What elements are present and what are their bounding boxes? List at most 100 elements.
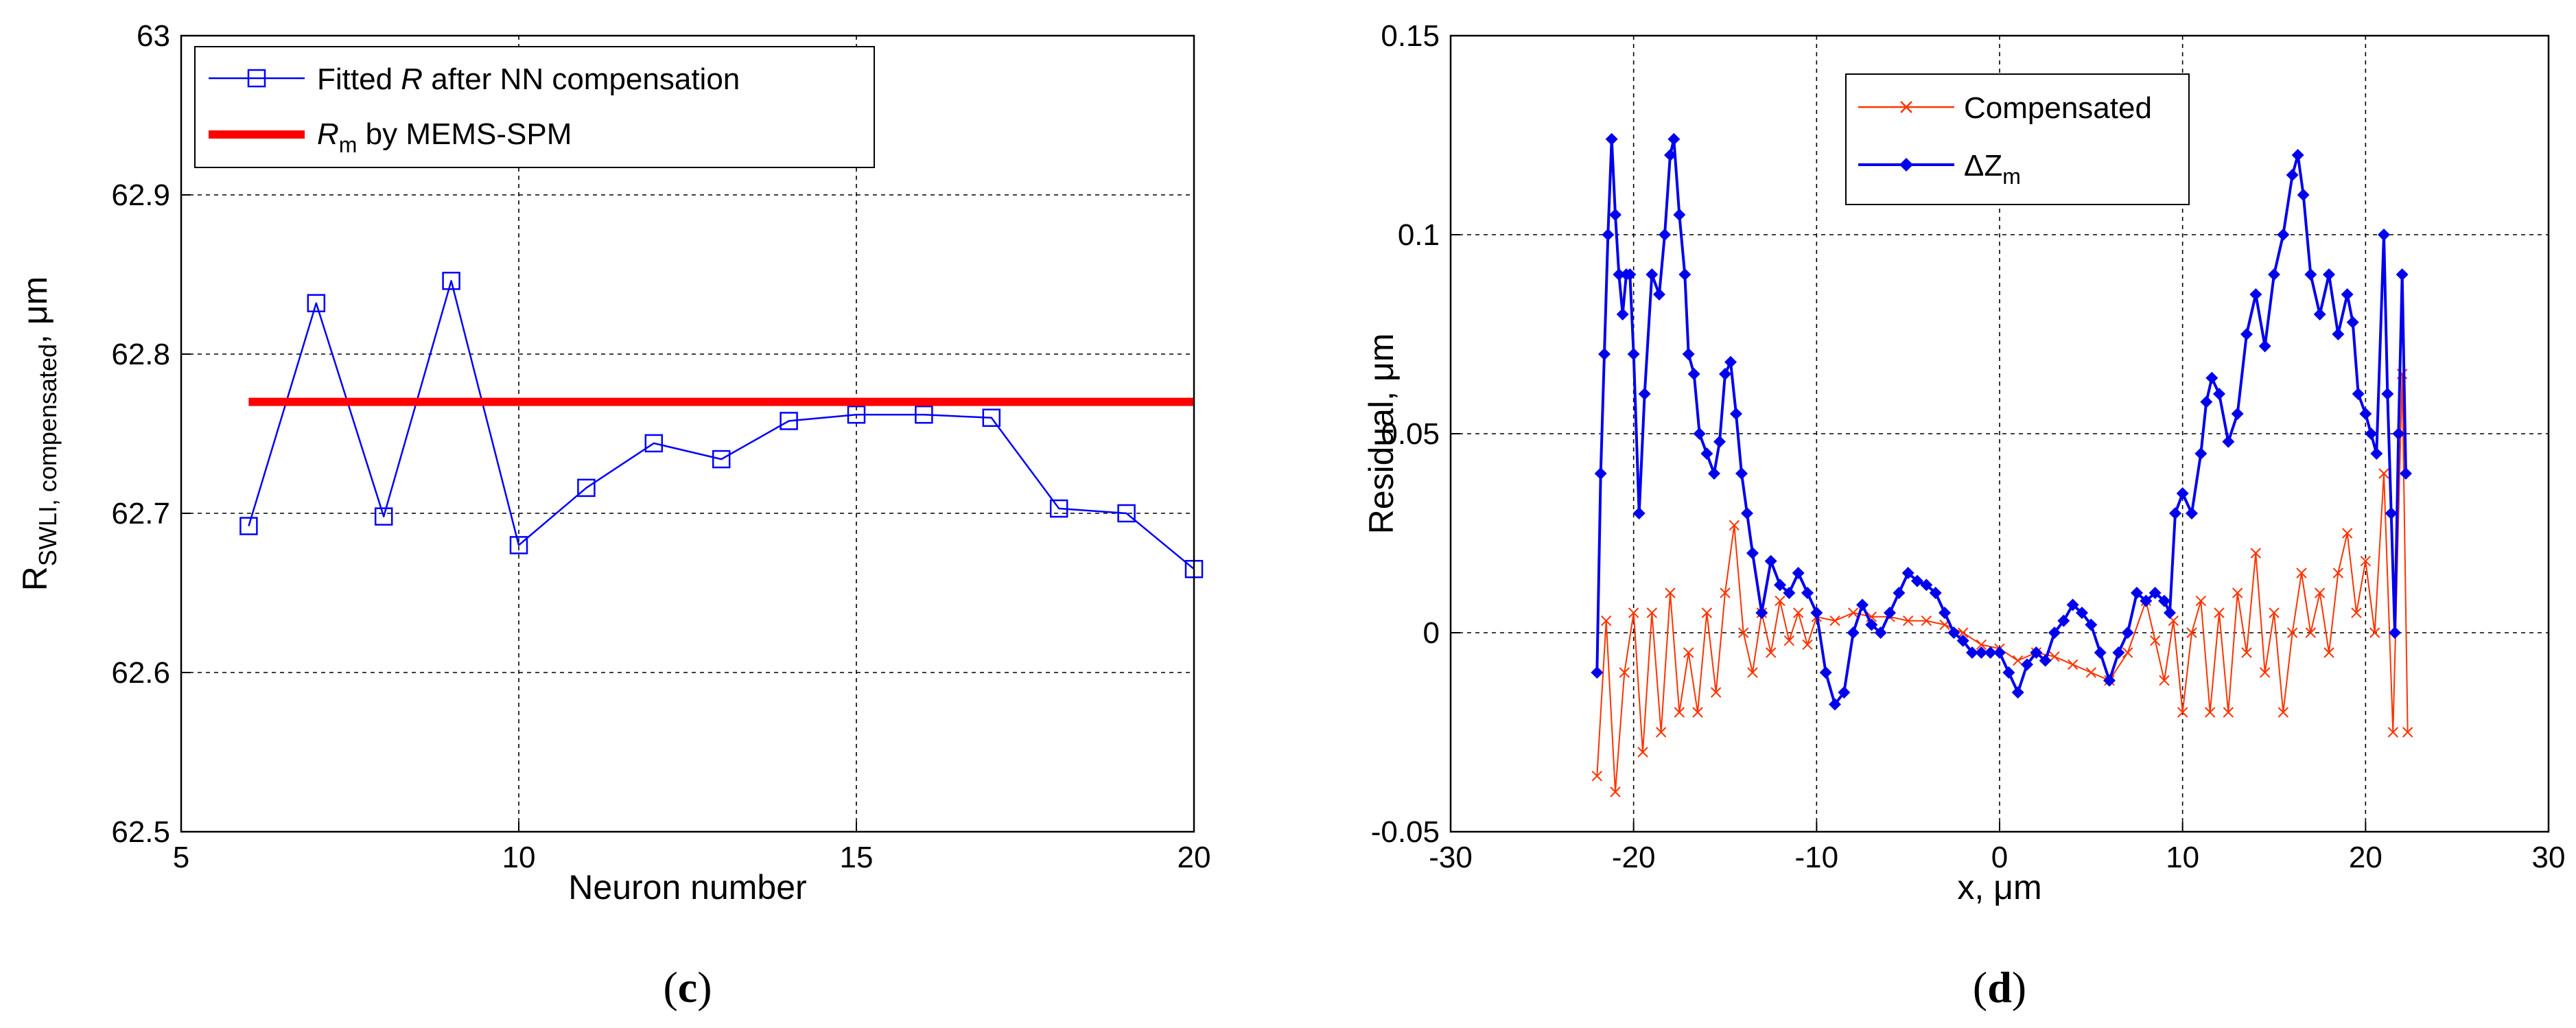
panel-label-c-open: ( — [663, 963, 677, 1012]
data-point — [1993, 646, 2006, 659]
series-line — [248, 280, 1195, 570]
data-point — [2352, 388, 2365, 400]
legend-label-fitted-post: after NN compensation — [423, 62, 740, 96]
data-point — [1646, 268, 1659, 281]
series-0 — [239, 272, 1204, 579]
data-point — [2365, 428, 2378, 440]
data-point — [2076, 607, 2088, 619]
data-point — [1902, 615, 1914, 627]
data-point — [1674, 707, 1685, 718]
data-point — [2389, 627, 2401, 639]
data-point — [1682, 348, 1695, 360]
data-point — [1624, 268, 1637, 281]
legend-label-deltaz: ΔZm — [1964, 149, 2021, 189]
y-tick-label: 62.5 — [111, 815, 170, 849]
x-tick-labels: -30 -20 -10 0 10 20 30 — [1429, 841, 2565, 874]
data-point — [2370, 447, 2383, 460]
data-point — [1627, 348, 1640, 360]
data-point — [1665, 587, 1676, 598]
data-point — [2194, 447, 2208, 460]
data-point — [1847, 627, 1860, 639]
legend-label-reference: Rm by MEMS-SPM — [317, 117, 572, 157]
data-point — [2385, 507, 2398, 519]
data-point — [2030, 646, 2043, 659]
data-point — [1594, 467, 1607, 480]
data-point — [509, 536, 528, 554]
x-tick-label: 0 — [1991, 841, 2008, 874]
data-point — [2402, 727, 2413, 738]
data-point — [1720, 587, 1731, 598]
legend: Fitted R after NN compensation Rm by MEM… — [194, 46, 875, 168]
data-point — [2213, 388, 2225, 400]
data-point — [1984, 646, 1997, 659]
legend-label-compensated: Compensated — [1964, 91, 2152, 125]
data-point — [2002, 666, 2015, 679]
panel-label-c-close: ) — [697, 963, 712, 1012]
data-point — [1616, 308, 1629, 320]
data-point — [1729, 519, 1740, 531]
data-point — [1646, 607, 1658, 618]
data-point — [2140, 594, 2153, 607]
data-point — [2269, 607, 2280, 618]
data-point — [2268, 268, 2280, 281]
data-point — [1829, 615, 1840, 627]
data-point — [1610, 786, 1621, 797]
data-point — [1774, 579, 1786, 592]
data-point — [2121, 627, 2134, 639]
legend-label-reference-var: R — [317, 117, 339, 151]
data-point — [1049, 499, 1068, 518]
data-point — [2012, 655, 2024, 666]
data-point — [2131, 587, 2143, 599]
series-line — [1596, 373, 2409, 793]
data-point — [2057, 614, 2070, 627]
data-point — [2049, 651, 2060, 662]
data-point — [2341, 288, 2354, 301]
data-point — [2313, 308, 2326, 320]
y-tick-labels: -0.05 0 0.05 0.1 0.15 — [1371, 19, 1440, 849]
plot-frame — [1449, 34, 2550, 833]
data-point — [2122, 647, 2133, 658]
data-point — [2291, 149, 2304, 161]
data-point — [1735, 467, 1748, 480]
data-point — [2186, 627, 2197, 638]
data-point — [2205, 371, 2218, 384]
y-axis-label: RSWLI, compensated, μm — [16, 277, 62, 592]
data-point — [1783, 635, 1795, 646]
data-point — [1692, 707, 1703, 718]
data-point — [1956, 634, 1969, 647]
data-point — [2195, 595, 2207, 607]
y-axis-label-unit: , μm — [16, 277, 54, 344]
data-point — [1724, 355, 1737, 369]
data-point — [2369, 627, 2380, 638]
data-point — [2378, 229, 2390, 241]
data-point — [1929, 587, 1942, 599]
data-point — [1783, 587, 1796, 599]
data-point — [1653, 288, 1665, 301]
data-point — [1775, 595, 1785, 607]
x-tick-label: -10 — [1795, 841, 1839, 874]
x-tick-label: 15 — [840, 841, 874, 874]
data-point — [2278, 707, 2289, 718]
data-point — [1874, 627, 1887, 639]
data-point — [2314, 587, 2326, 598]
grid-lines — [180, 35, 1195, 832]
data-point — [2341, 528, 2353, 539]
series-layer — [1591, 132, 2413, 797]
data-point — [2258, 340, 2271, 353]
legend-label-reference-sub: m — [339, 132, 358, 157]
data-point — [2249, 288, 2262, 301]
y-tick-label: 0.1 — [1398, 218, 1440, 252]
data-point — [1609, 209, 1621, 221]
data-point — [1976, 639, 1987, 651]
data-point — [2240, 328, 2253, 340]
panel-label-d-letter: d — [1987, 963, 2012, 1012]
data-point — [1628, 607, 1639, 618]
data-point — [374, 507, 393, 526]
data-point — [2346, 316, 2359, 329]
data-point — [2332, 568, 2344, 579]
data-point — [1901, 567, 1915, 579]
chart-panel-c: 5 10 15 20 62.5 62.6 62.7 62.8 62.9 63 Neuron nu… — [16, 19, 1210, 1012]
data-point — [1966, 646, 1978, 659]
data-point — [1591, 666, 1604, 679]
data-point — [1911, 574, 1923, 587]
